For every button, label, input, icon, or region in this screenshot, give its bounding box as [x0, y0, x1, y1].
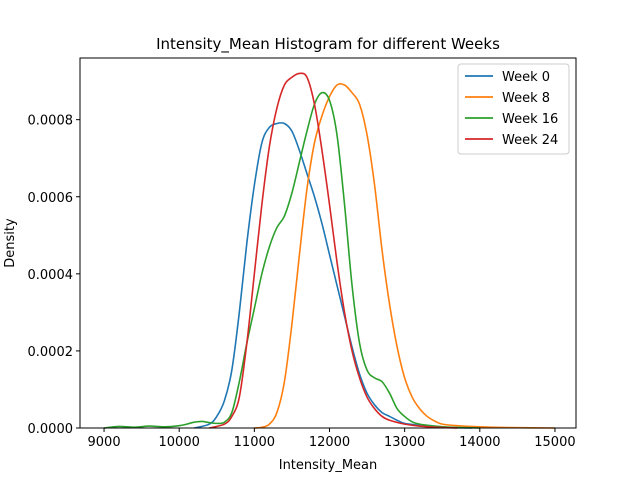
series-line-week-16 — [103, 91, 480, 429]
plot-frame — [79, 57, 577, 429]
legend-label: Week 8 — [502, 91, 550, 106]
x-axis-title: Intensity_Mean — [279, 458, 378, 473]
y-axis-title: Density — [3, 218, 18, 268]
legend: Week 0 Week 8 Week 16 Week 24 — [457, 63, 570, 155]
x-tick-label: 12000 — [309, 435, 350, 450]
chart-title: Intensity_Mean Histogram for different W… — [156, 35, 500, 54]
y-tick-label: 0.0006 — [28, 191, 74, 206]
y-tick-label: 0.0008 — [28, 114, 74, 129]
series-line-week-8 — [254, 82, 555, 429]
y-tick-label: 0.0002 — [28, 345, 74, 360]
legend-label: Week 16 — [502, 112, 558, 127]
x-tick-label: 15000 — [534, 435, 575, 450]
y-tick-label: 0.0000 — [28, 422, 74, 437]
x-axis: 9000 10000 11000 12000 13000 14000 15000 — [88, 428, 576, 450]
y-tick-label: 0.0004 — [28, 268, 74, 283]
legend-label: Week 0 — [502, 70, 550, 85]
legend-label: Week 24 — [502, 133, 558, 148]
plot-area — [103, 72, 555, 429]
x-tick-label: 13000 — [384, 435, 425, 450]
x-tick-label: 14000 — [459, 435, 500, 450]
y-axis: 0.0000 0.0002 0.0004 0.0006 0.0008 — [28, 114, 80, 437]
x-tick-label: 10000 — [159, 435, 200, 450]
x-tick-label: 11000 — [234, 435, 275, 450]
legend-box — [457, 63, 570, 155]
x-tick-label: 9000 — [88, 435, 121, 450]
series-line-week-24 — [209, 72, 458, 429]
series-line-week-0 — [194, 121, 473, 429]
